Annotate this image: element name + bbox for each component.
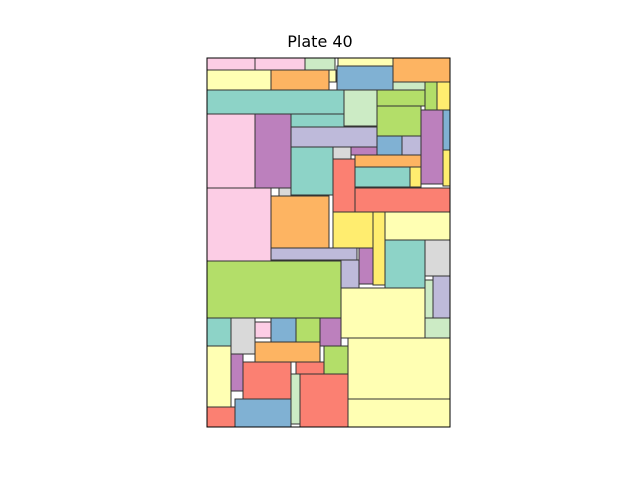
mosaic-tile-red (295, 361, 325, 375)
mosaic-tile-lavender (270, 247, 358, 261)
mosaic-tile-gold (372, 211, 386, 286)
mosaic-tile-teal (290, 146, 334, 196)
mosaic-tile-orange (354, 154, 422, 168)
mosaic-tile-red (242, 361, 292, 400)
mosaic-tile-yellow (340, 287, 426, 339)
mosaic-tile-purple (254, 113, 292, 189)
mosaic-tile-gold (442, 149, 451, 187)
mosaic-tile-yellow (337, 57, 394, 67)
mosaic-tile-purple (420, 109, 444, 185)
mosaic-tile-red (354, 187, 451, 213)
mosaic-tile-lavender (432, 275, 451, 319)
mosaic-tile-yellow (206, 69, 272, 91)
mosaic-tile-teal (206, 89, 345, 115)
mosaic-tile-gold (436, 81, 451, 111)
mosaic-tile-pink (206, 113, 256, 189)
mosaic-tile-yellow (347, 398, 451, 428)
mosaic-tile-red (299, 373, 349, 428)
plate-frame (206, 57, 451, 428)
plate-title: Plate 40 (287, 32, 353, 51)
mosaic-tile-lightgreen (290, 373, 301, 425)
mosaic-tile-red (206, 406, 236, 428)
mosaic-tile-gray (230, 317, 256, 355)
mosaic-tile-teal (354, 166, 411, 188)
mosaic-tile-purple (350, 146, 378, 156)
mosaic-tile-blue (270, 317, 297, 343)
mosaic-tile-lightgreen (424, 279, 434, 319)
mosaic-tile-blue (234, 398, 292, 428)
mosaic-tile-lime (206, 260, 342, 319)
mosaic-tile-lavender (340, 259, 360, 289)
mosaic-tile-purple (319, 317, 342, 347)
mosaic-tile-lightgreen (392, 81, 426, 91)
mosaic-tile-lime (323, 345, 349, 375)
mosaic-tile-lime (295, 317, 321, 343)
mosaic-tile-orange (392, 57, 451, 83)
mosaic-tile-gray (332, 146, 352, 160)
mosaic-tile-blue (376, 135, 403, 157)
mosaic-tile-lightgreen (304, 57, 336, 71)
mosaic-tile-lavender (290, 126, 378, 148)
mosaic-tile-lavender (401, 135, 422, 157)
mosaic-tile-purple (358, 247, 374, 285)
mosaic-tile-blue (442, 109, 451, 151)
mosaic-tile-yellow (384, 211, 451, 241)
mosaic-tile-purple (230, 353, 244, 392)
mosaic-tile-lime (376, 105, 422, 137)
mosaic-tile-red (332, 158, 356, 213)
mosaic-tile-gray (424, 239, 451, 277)
mosaic-tile-pink (254, 57, 306, 71)
mosaic-tile-pink (254, 321, 272, 339)
mosaic-tile-teal (384, 239, 426, 289)
mosaic-tile-gray (278, 187, 292, 197)
mosaic-tile-lightgreen (424, 317, 451, 339)
mosaic-tile-gold (409, 166, 422, 188)
mosaic-tile-teal (290, 113, 345, 128)
mosaic-tile-gold (332, 211, 374, 249)
mosaic-tile-yellow (328, 69, 337, 83)
mosaic-tile-teal (206, 317, 232, 347)
mosaic-tile-pink (206, 187, 272, 262)
mosaic-tile-blue (336, 65, 394, 91)
mosaic-tile-orange (254, 341, 321, 363)
mosaic-tile-yellow (206, 345, 232, 408)
mosaic-tile-pink (206, 57, 256, 71)
mosaic-tile-yellow (347, 337, 451, 400)
mosaic-tile-orange (270, 195, 330, 249)
mosaic-tile-orange (270, 69, 330, 91)
mosaic-tile-lime (376, 89, 426, 107)
mosaic-tile-lightgreen (343, 89, 378, 127)
mosaic-tile-lime (424, 81, 438, 111)
